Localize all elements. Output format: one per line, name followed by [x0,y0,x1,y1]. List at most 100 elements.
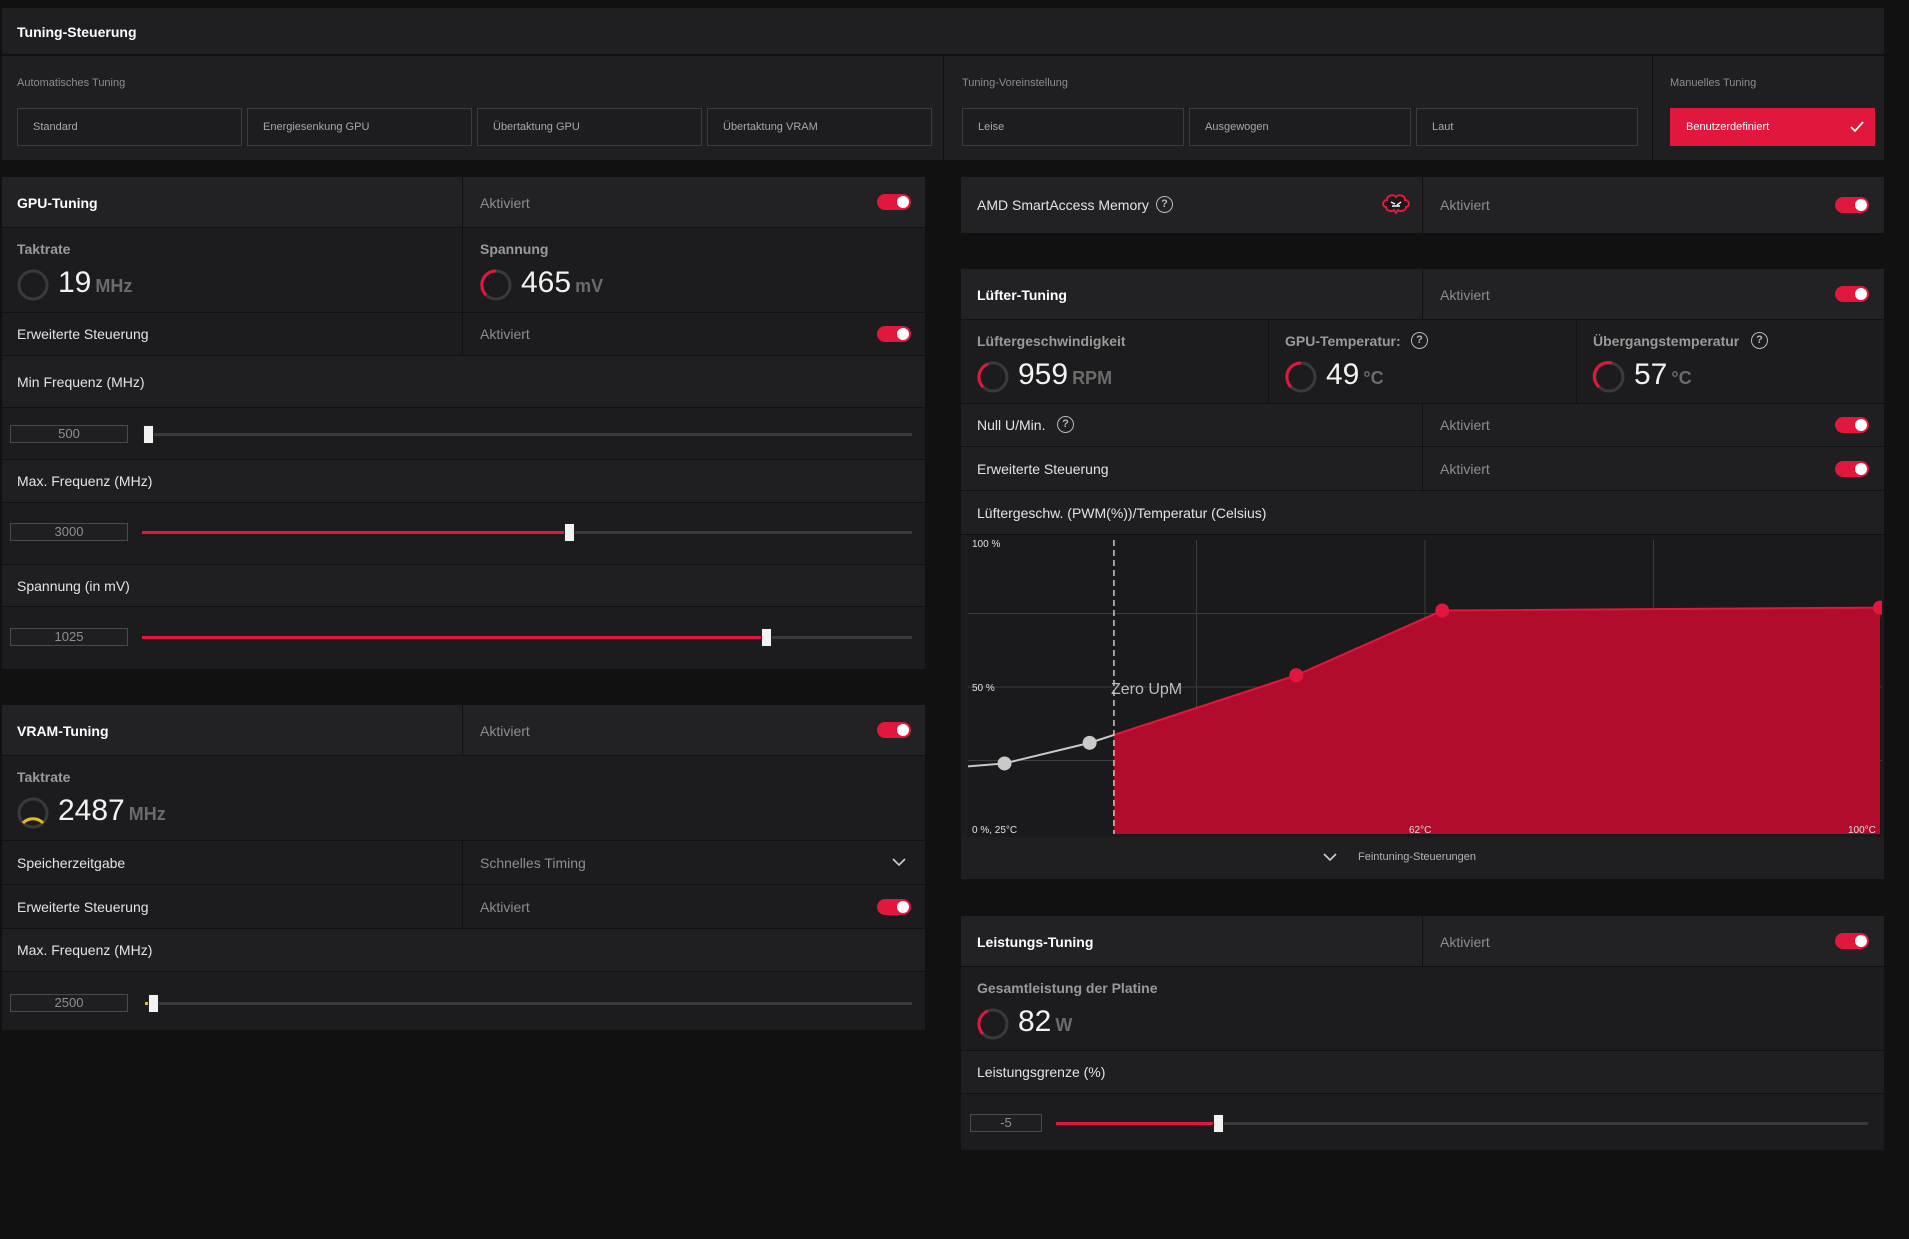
zero-rpm-label: Null U/Min. [977,417,1046,433]
vram-clock-label: Taktrate [17,769,71,785]
gpu-max-freq-thumb[interactable] [564,523,576,542]
tuning-control-title: Tuning-Steuerung [17,24,137,40]
zero-rpm-toggle[interactable] [1835,417,1869,433]
vram-max-freq-slider[interactable] [145,994,912,1013]
fan-curve-point[interactable] [1082,735,1097,750]
fan-tuning-toggle[interactable] [1835,286,1869,302]
gpu-min-freq-input[interactable]: 500 [10,425,128,443]
preset-quiet-button[interactable]: Leise [962,108,1184,146]
power-tuning-title: Leistungs-Tuning [977,934,1094,950]
y-axis-label-top: 100 % [972,539,1000,550]
fan-advanced-row: Erweiterte Steuerung Aktiviert [961,447,1884,491]
gpu-voltage-label: Spannung [480,241,549,257]
power-limit-slider[interactable] [1056,1114,1868,1133]
fan-advanced-status: Aktiviert [1440,461,1490,477]
gpu-min-freq-slider[interactable] [143,425,912,444]
gpu-voltage-mv-label: Spannung (in mV) [17,578,130,594]
board-power-gauge-icon [977,1008,1009,1040]
zero-rpm-status: Aktiviert [1440,417,1490,433]
fan-curve-svg[interactable]: 100 % 50 % 0 %, 25°C 62°C 100°C Zero UpM [968,535,1882,837]
gpu-clock-gauge-icon [17,269,49,301]
vram-clock-readout: 2487 MHz [58,794,166,828]
fan-curve-point[interactable] [997,756,1012,771]
gpu-max-freq-input[interactable]: 3000 [10,523,128,541]
gpu-temp-unit: °C [1363,368,1384,388]
fine-tuning-toggle-button[interactable]: Feintuning-Steuerungen [961,837,1884,879]
gpu-min-freq-thumb[interactable] [143,425,154,444]
preset-label: Tuning-Voreinstellung [962,77,1068,89]
fan-curve-line-active [1113,606,1881,736]
manual-custom-label: Benutzerdefiniert [1686,121,1770,133]
zero-rpm-help-icon[interactable]: ? [1057,416,1074,433]
vram-tuning-title: VRAM-Tuning [17,723,109,739]
preset-balanced-button[interactable]: Ausgewogen [1189,108,1411,146]
gpu-voltage-slider-row: 1025 [2,607,925,669]
vram-advanced-label: Erweiterte Steuerung [17,899,149,915]
zero-rpm-annotation: Zero UpM [1111,681,1182,698]
power-limit-slider-row: -5 [961,1094,1884,1150]
fan-speed-unit: RPM [1072,368,1113,388]
manual-custom-button[interactable]: Benutzerdefiniert [1670,108,1875,146]
fan-curve-line-inactive [968,733,1115,768]
chevron-down-icon [1323,853,1337,862]
fan-tuning-status: Aktiviert [1440,287,1490,303]
sam-toggle[interactable] [1835,197,1869,213]
sam-help-icon[interactable]: ? [1156,196,1173,213]
fan-curve-point[interactable] [1873,600,1882,615]
gpu-clock-label: Taktrate [17,241,71,257]
tuning-control-header: Tuning-Steuerung [2,8,1884,56]
auto-overclock-vram-button[interactable]: Übertaktung VRAM [707,108,932,146]
gpu-max-freq-slider[interactable] [142,523,912,542]
gpu-min-freq-label: Min Frequenz (MHz) [17,374,145,390]
preset-loud-button[interactable]: Laut [1416,108,1638,146]
vram-timing-dropdown[interactable]: Schnelles Timing [463,841,925,885]
gpu-voltage-thumb[interactable] [760,628,772,647]
gpu-clock-readout: 19 MHz [58,266,132,300]
vram-tuning-toggle[interactable] [877,722,911,738]
gpu-voltage-input[interactable]: 1025 [10,628,128,646]
power-tuning-toggle[interactable] [1835,933,1869,949]
fan-curve-chart[interactable]: 100 % 50 % 0 %, 25°C 62°C 100°C Zero UpM [968,535,1882,837]
auto-standard-button[interactable]: Standard [17,108,242,146]
sam-status: Aktiviert [1440,197,1490,213]
x-axis-tick-max: 100°C [1848,825,1876,836]
auto-undervolt-gpu-button[interactable]: Energiesenkung GPU [247,108,472,146]
fan-curve-point[interactable] [1289,668,1304,683]
sam-panel: AMD SmartAccess Memory ? Aktiviert [961,177,1884,233]
zero-rpm-row: Null U/Min. ? Aktiviert [961,404,1884,447]
fan-advanced-toggle[interactable] [1835,461,1869,477]
power-limit-header: Leistungsgrenze (%) [961,1051,1884,1094]
gpu-max-freq-fill [142,531,570,534]
x-axis-tick-mid: 62°C [1409,825,1431,836]
vram-advanced-toggle[interactable] [877,899,911,915]
auto-tuning-label: Automatisches Tuning [17,77,126,89]
junction-temp-help-icon[interactable]: ? [1751,332,1768,349]
vram-max-freq-input[interactable]: 2500 [10,994,128,1012]
gpu-temp-value: 49 [1326,358,1360,391]
power-limit-input[interactable]: -5 [970,1114,1042,1132]
power-limit-thumb[interactable] [1213,1114,1225,1133]
x-axis-origin-label: 0 %, 25°C [972,825,1017,836]
auto-overclock-gpu-button[interactable]: Übertaktung GPU [477,108,702,146]
fan-curve-point[interactable] [1435,603,1450,618]
junction-temp-label: Übergangstemperatur [1593,333,1740,349]
vram-timing-label: Speicherzeitgabe [17,855,126,871]
junction-temp-readout: 57 °C [1634,358,1692,392]
gpu-voltage-slider[interactable] [142,628,912,647]
gpu-tuning-toggle[interactable] [877,194,911,210]
fan-curve-header: Lüftergeschw. (PWM(%))/Temperatur (Celsi… [961,491,1884,535]
gpu-voltage-header: Spannung (in mV) [2,565,925,607]
fan-metrics-row: Lüftergeschwindigkeit 959 RPM GPU-Tempera… [961,320,1884,404]
fan-curve-area [1113,607,1880,834]
gpu-tuning-title: GPU-Tuning [17,195,98,211]
gpu-temp-gauge-icon [1285,361,1317,393]
power-limit-label: Leistungsgrenze (%) [977,1064,1106,1080]
fan-speed-gauge-icon [977,361,1009,393]
gpu-tuning-panel: GPU-Tuning Aktiviert Taktrate 19 MHz Span… [2,177,925,669]
gpu-metrics-row: Taktrate 19 MHz Spannung 465 mV [2,228,925,313]
gpu-temp-help-icon[interactable]: ? [1411,332,1428,349]
gpu-advanced-toggle[interactable] [877,326,911,342]
gpu-tuning-header: GPU-Tuning Aktiviert [2,177,925,228]
gpu-min-freq-slider-row: 500 [2,408,925,460]
vram-max-freq-thumb[interactable] [147,994,159,1013]
